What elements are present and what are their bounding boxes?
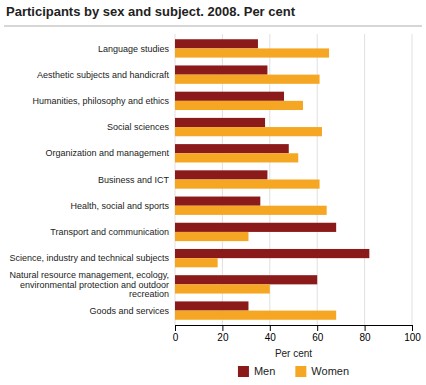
y-tick-label: Business and ICT (98, 175, 170, 185)
y-tick-label-line: Social sciences (107, 122, 170, 132)
title: Participants by sex and subject. 2008. P… (6, 4, 296, 19)
x-tick: 100 (404, 325, 421, 343)
bar (175, 311, 336, 320)
bar (175, 180, 320, 189)
bar (175, 197, 260, 206)
series (175, 48, 336, 319)
y-tick-label-line: Natural resource management, ecology, (10, 270, 169, 280)
grid (175, 34, 412, 325)
bar (175, 275, 317, 284)
x-tick-mark (317, 325, 318, 331)
bar (175, 144, 289, 153)
chart: Participants by sex and subject. 2008. P… (0, 0, 426, 385)
legend-swatch (295, 366, 306, 377)
y-tick-label-line: Health, social and sports (70, 201, 169, 211)
grid-line (364, 34, 365, 325)
bar (175, 118, 265, 127)
bars (175, 39, 369, 320)
bar (175, 170, 267, 179)
bar (175, 153, 298, 162)
y-tick-label: Goods and services (89, 306, 169, 316)
x-tick-mark (175, 325, 176, 331)
x-tick-mark (270, 325, 271, 331)
x-tick: 0 (173, 325, 179, 343)
x-tick: 40 (265, 325, 277, 343)
bar (175, 92, 284, 101)
x-tick-mark (412, 325, 413, 331)
y-tick-label: Organization and management (45, 148, 169, 158)
y-tick-label: Language studies (98, 44, 170, 54)
bar (175, 101, 303, 110)
y-tick-label-line: Aesthetic subjects and handicraft (37, 70, 170, 80)
bar (175, 206, 327, 215)
legend-label: Men (254, 365, 275, 377)
bar (175, 48, 329, 57)
x-tick-mark (222, 325, 223, 331)
bar (175, 232, 248, 241)
y-tick-label-line: recreation (129, 289, 169, 299)
y-tick-label-line: Science, industry and technical subjects (9, 253, 169, 263)
x-tick-mark (365, 325, 366, 331)
grid-line (412, 34, 413, 325)
legend-item: Men (238, 365, 275, 377)
y-tick-label-line: Language studies (98, 44, 170, 54)
title-rule (4, 26, 422, 27)
y-tick-label-line: Goods and services (89, 306, 169, 316)
y-tick-label-line: Business and ICT (98, 175, 170, 185)
bar (175, 258, 218, 267)
legend-swatch (238, 366, 249, 377)
legend-item: Women (295, 365, 349, 377)
x-tick: 20 (217, 325, 229, 343)
y-tick-label: Transport and communication (50, 227, 169, 237)
bar (175, 223, 336, 232)
bar (175, 284, 270, 293)
bar (175, 127, 322, 136)
bar (175, 65, 267, 74)
y-tick-label: Aesthetic subjects and handicraft (37, 70, 170, 80)
x-tick-label: 40 (265, 332, 277, 343)
x-tick-label: 60 (312, 332, 324, 343)
y-tick-label-line: environmental protection and outdoor (20, 280, 169, 290)
y-axis: Language studies Aesthetic subjects and h… (9, 44, 169, 316)
y-tick-label: Humanities, philosophy and ethics (32, 96, 169, 106)
y-tick-label: Health, social and sports (70, 201, 169, 211)
x-axis-title: Per cent (275, 348, 312, 359)
legend-label: Women (311, 365, 349, 377)
legend: Men Women (238, 365, 349, 377)
x-tick-label: 80 (360, 332, 372, 343)
x-tick-label: 100 (404, 332, 421, 343)
x-axis-line (176, 326, 413, 332)
x-tick-label: 20 (217, 332, 229, 343)
bar (175, 249, 369, 258)
y-tick-label: Natural resource management, ecology,env… (10, 270, 169, 300)
x-tick: 80 (360, 325, 372, 343)
series (175, 39, 369, 310)
y-tick-label-line: Organization and management (45, 148, 169, 158)
y-tick-label: Science, industry and technical subjects (9, 253, 169, 263)
bar (175, 301, 248, 310)
y-tick-label-line: Transport and communication (50, 227, 169, 237)
bar (175, 39, 258, 48)
x-tick: 60 (312, 325, 324, 343)
bar (175, 75, 320, 84)
x-axis: 0 20 40 60 80 100 (173, 325, 422, 343)
y-tick-label-line: Humanities, philosophy and ethics (32, 96, 169, 106)
x-tick-label: 0 (173, 332, 179, 343)
y-tick-label: Social sciences (107, 122, 170, 132)
